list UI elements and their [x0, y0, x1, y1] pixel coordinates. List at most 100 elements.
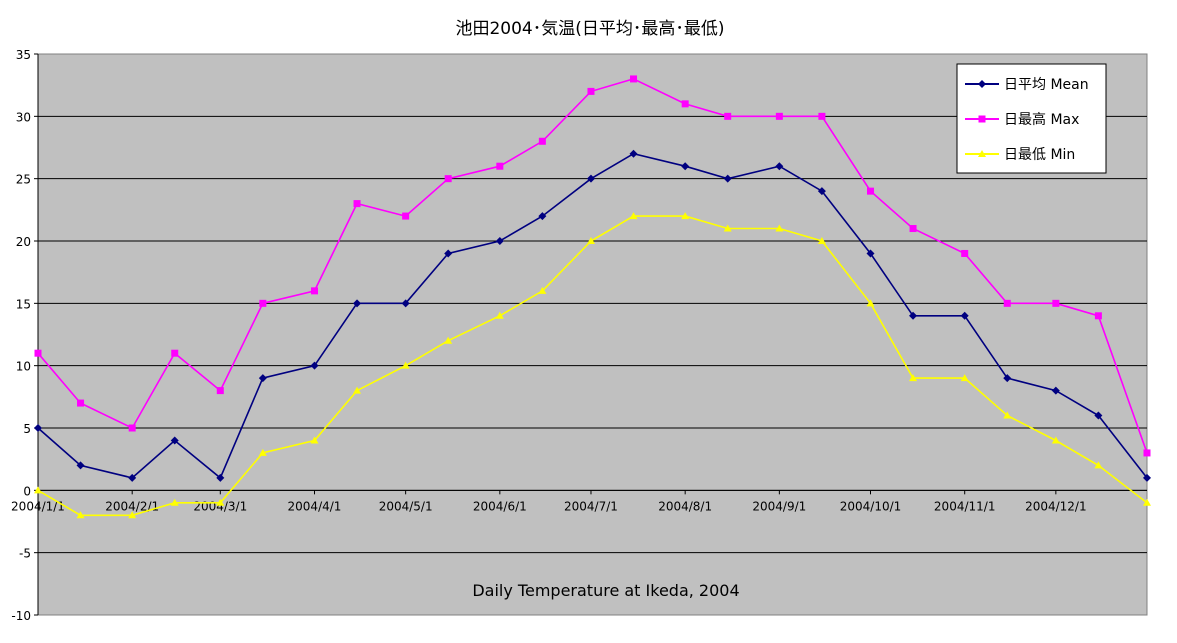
- chart-title: 池田2004･気温(日平均･最高･最低): [455, 19, 724, 39]
- x-tick-label: 2004/5/1: [379, 499, 433, 513]
- y-tick-label: 5: [23, 422, 31, 436]
- data-point-square: [818, 112, 826, 120]
- data-point-triangle: [34, 486, 42, 494]
- data-point-diamond: [34, 424, 42, 432]
- x-tick-label: 2004/4/1: [288, 499, 342, 513]
- legend-swatch-marker: [978, 150, 986, 157]
- y-tick-label: -5: [19, 547, 31, 561]
- data-point-triangle: [170, 498, 179, 506]
- data-point-triangle: [1094, 461, 1103, 469]
- data-point-triangle: [444, 336, 453, 344]
- y-tick-label: 10: [16, 360, 31, 374]
- data-point-square: [1052, 299, 1060, 307]
- data-point-diamond: [960, 311, 969, 320]
- data-point-triangle: [76, 511, 85, 519]
- data-point-triangle: [723, 224, 732, 232]
- data-point-square: [171, 349, 179, 357]
- data-point-diamond: [1003, 374, 1012, 383]
- data-point-diamond: [170, 436, 179, 445]
- series-layer: [34, 75, 1151, 519]
- x-tick-label: 2004/2/1: [105, 499, 159, 513]
- data-point-square: [34, 349, 42, 357]
- data-point-diamond: [401, 299, 410, 308]
- data-point-diamond: [128, 473, 137, 482]
- data-point-triangle: [538, 286, 547, 294]
- data-point-square: [867, 187, 875, 195]
- data-point-triangle: [866, 299, 875, 307]
- legend-label: 日最高 Max: [1004, 111, 1079, 128]
- data-point-triangle: [216, 498, 225, 506]
- data-point-diamond: [1094, 411, 1103, 420]
- data-point-square: [1143, 449, 1151, 457]
- data-point-square: [909, 225, 917, 233]
- legend-swatch-marker: [978, 80, 986, 88]
- data-point-diamond: [444, 249, 453, 258]
- y-tick-label: 25: [16, 173, 31, 187]
- data-point-diamond: [775, 162, 784, 171]
- y-tick-label: 30: [16, 110, 31, 124]
- data-point-triangle: [960, 374, 969, 382]
- data-point-square: [1003, 299, 1011, 307]
- y-tick-label: 35: [16, 48, 31, 62]
- y-tick-label: 15: [16, 297, 31, 311]
- data-point-diamond: [681, 162, 690, 171]
- data-point-square: [77, 399, 85, 407]
- legend-label: 日最低 Min: [1004, 147, 1075, 163]
- y-axis: -10 -5 0 5 10 15 20 25 30 35: [11, 48, 39, 623]
- data-point-diamond: [1143, 473, 1151, 482]
- x-tick-label: 2004/11/1: [934, 499, 996, 513]
- series-triangle: [34, 212, 1151, 519]
- data-point-diamond: [1051, 386, 1060, 395]
- data-point-triangle: [1003, 411, 1012, 419]
- y-tick-label: -10: [11, 609, 31, 623]
- data-point-triangle: [258, 448, 267, 456]
- data-point-diamond: [586, 174, 595, 183]
- x-tick-label: 2004/10/1: [840, 499, 902, 513]
- series-diamond: [34, 149, 1151, 482]
- data-point-diamond: [258, 374, 267, 383]
- data-point-square: [259, 299, 267, 307]
- data-point-triangle: [353, 386, 362, 394]
- legend-label: 日平均 Mean: [1004, 77, 1089, 93]
- data-point-triangle: [681, 212, 690, 220]
- series-square: [34, 75, 1151, 457]
- data-point-square: [681, 100, 689, 108]
- data-point-triangle: [310, 436, 319, 444]
- data-point-diamond: [817, 187, 826, 196]
- data-point-square: [310, 287, 318, 295]
- chart-annotation: Daily Temperature at Ikeda, 2004: [472, 581, 739, 600]
- data-point-square: [587, 87, 595, 95]
- data-point-diamond: [495, 237, 504, 245]
- data-point-diamond: [629, 149, 638, 158]
- data-point-diamond: [866, 249, 875, 258]
- data-point-square: [353, 200, 361, 208]
- data-point-square: [128, 424, 136, 432]
- y-tick-label: 20: [16, 235, 31, 249]
- data-point-square: [961, 249, 969, 257]
- data-point-square: [538, 137, 546, 145]
- data-point-square: [630, 75, 638, 83]
- x-tick-label: 2004/1/1: [11, 499, 65, 513]
- legend: 日平均 Mean 日最高 Max 日最低 Min: [956, 63, 1107, 174]
- data-point-triangle: [401, 361, 410, 369]
- data-point-diamond: [538, 212, 547, 221]
- data-point-square: [1094, 312, 1102, 320]
- data-point-triangle: [817, 237, 826, 244]
- data-point-diamond: [909, 311, 918, 320]
- x-tick-label: 2004/7/1: [564, 499, 618, 513]
- data-point-triangle: [586, 237, 595, 244]
- data-point-triangle: [629, 212, 638, 220]
- legend-swatch-marker: [978, 115, 986, 123]
- data-point-square: [724, 112, 732, 120]
- data-point-square: [496, 162, 504, 170]
- data-point-triangle: [495, 311, 504, 319]
- data-point-square: [216, 387, 224, 395]
- x-tick-label: 2004/6/1: [473, 499, 527, 513]
- data-point-triangle: [128, 511, 137, 519]
- data-point-diamond: [76, 461, 85, 470]
- data-point-square: [444, 175, 452, 183]
- data-point-triangle: [1143, 498, 1151, 506]
- data-point-triangle: [1051, 436, 1060, 444]
